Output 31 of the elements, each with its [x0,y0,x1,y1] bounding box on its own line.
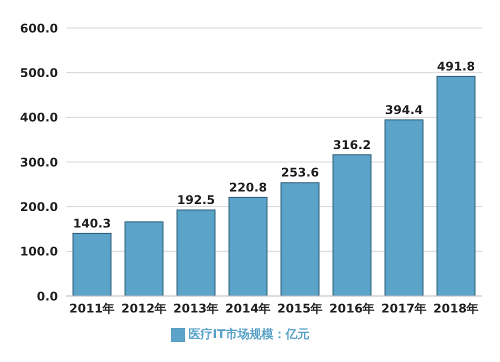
y-tick-label: 300.0 [20,155,58,170]
bar [280,182,320,296]
x-tick-label: 2011年 [69,302,115,316]
bar [72,232,112,296]
bar [124,221,164,296]
data-label: 140.3 [73,216,111,230]
data-label: 192.5 [177,193,215,208]
bar [332,154,372,296]
x-tick-label: 2014年 [225,302,271,316]
bar [176,210,216,296]
x-tick-label: 2017年 [381,302,427,316]
x-tick-label: 2013年 [173,302,219,316]
x-tick-label: 2012年 [121,302,167,316]
y-tick-label: 400.0 [20,110,58,125]
bar [436,76,476,296]
legend-label: 医疗IT市场规模：亿元 [188,327,310,341]
y-tick-label: 0.0 [36,289,58,304]
x-tick-label: 2015年 [277,302,323,316]
y-tick-label: 500.0 [20,66,58,80]
bar [228,196,268,296]
y-tick-label: 600.0 [20,21,58,36]
bar [384,119,424,296]
data-label: 394.4 [385,102,423,117]
y-tick-label: 200.0 [20,200,58,214]
y-tick-label: 100.0 [20,244,58,259]
x-tick-label: 2018年 [433,302,479,316]
data-label: 220.8 [229,180,267,194]
data-label: 491.8 [437,59,475,74]
x-tick-label: 2016年 [329,302,375,316]
data-label: 253.6 [281,166,319,180]
data-label: 316.2 [333,138,371,152]
